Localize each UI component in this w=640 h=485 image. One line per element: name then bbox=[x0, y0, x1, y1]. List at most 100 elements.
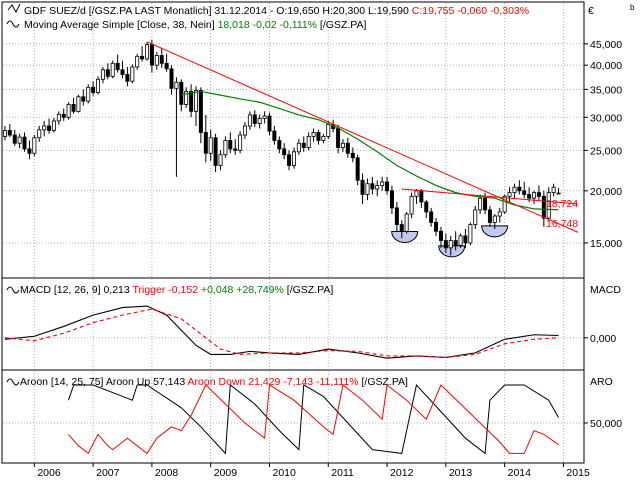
candle-body-9 bbox=[42, 125, 47, 131]
candle-body-70 bbox=[340, 142, 345, 148]
candle-body-34 bbox=[164, 62, 169, 70]
candle-body-26 bbox=[125, 74, 130, 82]
candle-body-103 bbox=[502, 195, 507, 213]
candle-body-93 bbox=[453, 240, 458, 246]
candle-body-92 bbox=[448, 240, 453, 249]
candle-body-104 bbox=[507, 192, 512, 197]
candle-body-110 bbox=[536, 192, 541, 197]
macd-axis-title: MACD bbox=[590, 284, 621, 296]
price-label-1: 18,724 bbox=[546, 198, 578, 210]
x-tick-label-2015: 2015 bbox=[566, 467, 590, 479]
price-header-close: C:19,755 -0,060 -0,303% bbox=[412, 5, 529, 17]
candle-body-101 bbox=[492, 215, 497, 223]
candle-body-96 bbox=[468, 224, 473, 244]
x-tick-label-2010: 2010 bbox=[272, 467, 296, 479]
candle-body-58 bbox=[282, 148, 287, 156]
candle-body-71 bbox=[345, 142, 350, 154]
x-tick-label-2006: 2006 bbox=[37, 467, 61, 479]
aroon-series-glyph bbox=[6, 378, 20, 386]
candle-body-46 bbox=[223, 140, 228, 156]
candle-body-8 bbox=[37, 129, 42, 139]
x-tick-label-2008: 2008 bbox=[155, 467, 179, 479]
macd-series-icon bbox=[6, 286, 20, 294]
macd-series-glyph bbox=[6, 286, 20, 294]
candle-body-35 bbox=[169, 68, 174, 89]
candle-body-77 bbox=[375, 185, 380, 190]
candle-body-65 bbox=[316, 132, 321, 141]
candle-body-16 bbox=[76, 96, 81, 112]
pattern-highlight-1 bbox=[391, 231, 419, 244]
candle-body-78 bbox=[380, 181, 385, 186]
candle-body-57 bbox=[277, 140, 282, 150]
candle-body-20 bbox=[96, 78, 101, 93]
candle-body-63 bbox=[306, 135, 311, 148]
price-y-tick-label-25: 25,000 bbox=[590, 145, 622, 157]
candle-body-44 bbox=[213, 137, 218, 166]
candle-body-64 bbox=[311, 132, 316, 137]
candle-body-107 bbox=[522, 190, 527, 195]
aroon-y-tick-label: 50,000 bbox=[590, 418, 622, 430]
ma-header-label: Moving Average Simple [Close, 38, Nein] bbox=[24, 19, 218, 31]
aroon-series-icon bbox=[6, 378, 20, 386]
price-header-ohlc: GDF SUEZ/d [/GSZ.PA LAST Monatlich] 31.1… bbox=[24, 5, 412, 17]
macd-plot bbox=[4, 305, 559, 359]
candle-body-102 bbox=[497, 211, 502, 217]
candle-body-45 bbox=[218, 154, 223, 166]
candle-body-29 bbox=[140, 55, 145, 60]
candle-body-6 bbox=[27, 148, 32, 154]
candle-body-59 bbox=[287, 154, 292, 166]
price-y-tick-label-30: 30,000 bbox=[590, 112, 622, 124]
ma-series-icon bbox=[6, 20, 20, 28]
candle-body-37 bbox=[179, 81, 184, 105]
aroon-header-label: Aroon [14, 25, 75] Aroon Up 57,143 bbox=[20, 376, 188, 388]
macd-header-label: MACD [12, 26, 9] 0,213 bbox=[20, 284, 132, 296]
price-label-2: 16,748 bbox=[546, 218, 578, 230]
candle-body-114 bbox=[556, 192, 561, 195]
moving-average-line bbox=[181, 90, 559, 211]
macd-trigger-line bbox=[4, 308, 559, 358]
candle-body-42 bbox=[203, 132, 208, 154]
candle-body-80 bbox=[389, 190, 394, 209]
candle-body-86 bbox=[419, 190, 424, 203]
candle-body-99 bbox=[483, 197, 488, 211]
candle-body-51 bbox=[247, 114, 252, 127]
candle-body-108 bbox=[527, 194, 532, 199]
price-header-line1: GDF SUEZ/d [/GSZ.PA LAST Monatlich] 31.1… bbox=[24, 5, 529, 17]
aroon-panel-frame bbox=[1, 369, 585, 464]
price-y-tick-label-20: 20,000 bbox=[590, 186, 622, 198]
candle-body-43 bbox=[208, 137, 213, 154]
candle-body-24 bbox=[115, 62, 120, 71]
candle-body-106 bbox=[517, 186, 522, 192]
candle-body-55 bbox=[267, 115, 272, 132]
candle-body-84 bbox=[409, 195, 414, 215]
candle-body-25 bbox=[120, 69, 125, 75]
candle-body-2 bbox=[7, 130, 12, 136]
price-plot: 18,724 16,748 bbox=[2, 39, 579, 258]
candle-body-83 bbox=[404, 213, 409, 232]
candle-body-88 bbox=[429, 211, 434, 223]
candle-body-72 bbox=[350, 152, 355, 159]
candle-body-100 bbox=[487, 209, 492, 223]
candle-body-76 bbox=[370, 183, 375, 190]
candle-body-54 bbox=[262, 115, 267, 119]
aroon-header-down: Aroon Down 21,429 -7,143 -11,111% bbox=[188, 376, 359, 388]
ma-header-suffix: [/GSZ.PA] bbox=[317, 19, 366, 31]
candle-body-41 bbox=[198, 89, 203, 133]
ma-header-value: 18,018 -0,02 -0,111% bbox=[218, 19, 317, 31]
price-y-tick-label-45: 45,000 bbox=[590, 39, 622, 51]
price-y-tick-label-35: 35,000 bbox=[590, 84, 622, 96]
candle-body-73 bbox=[355, 157, 360, 181]
candle-body-32 bbox=[154, 55, 159, 66]
macd-header: MACD [12, 26, 9] 0,213 Trigger -0,152 +0… bbox=[20, 284, 333, 296]
candle-body-60 bbox=[291, 151, 296, 166]
candle-body-75 bbox=[365, 183, 370, 195]
candle-body-40 bbox=[193, 89, 198, 112]
candle-body-112 bbox=[546, 192, 551, 219]
price-series-icon bbox=[7, 3, 21, 14]
macd-header-trigger: Trigger -0,152 bbox=[132, 284, 198, 296]
aroon-up-line bbox=[67, 383, 559, 455]
aroon-plot bbox=[67, 383, 559, 455]
candle-body-19 bbox=[91, 86, 96, 93]
candle-body-50 bbox=[242, 125, 247, 136]
candle-body-14 bbox=[66, 104, 71, 118]
